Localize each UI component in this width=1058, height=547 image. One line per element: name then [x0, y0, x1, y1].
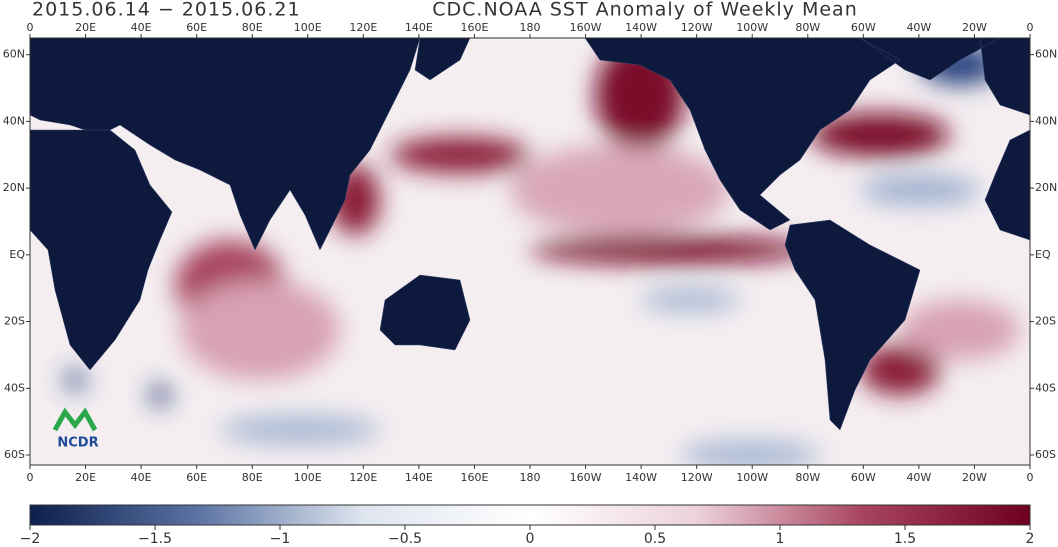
lon-label-bottom: 140W [625, 471, 657, 484]
lat-label-left: 40N [3, 114, 25, 127]
australia [379, 274, 471, 351]
date-range: 2015.06.14 − 2015.06.21 [32, 0, 301, 21]
lon-label-top: 80E [242, 21, 263, 34]
lon-label-top: 60E [186, 21, 207, 34]
lon-label-top: 160W [570, 21, 602, 34]
colorbar-label: −2 [20, 531, 41, 547]
lat-label-right: 60S [1035, 448, 1056, 461]
lat-label-left: EQ [9, 248, 25, 261]
lat-label-right: 40N [1035, 114, 1057, 127]
anomaly-field [65, 40, 1020, 465]
lon-label-bottom: 0 [27, 471, 34, 484]
lat-label-left: 40S [4, 381, 25, 394]
lon-label-top: 100W [736, 21, 768, 34]
lon-label-top: 20W [962, 21, 987, 34]
lon-label-bottom: 20E [75, 471, 96, 484]
lon-label-top: 120W [681, 21, 713, 34]
lon-label-bottom: 20W [962, 471, 987, 484]
map-title: CDC.NOAA SST Anomaly of Weekly Mean [432, 0, 857, 21]
lon-label-top: 0 [27, 21, 34, 34]
africa [30, 129, 1030, 371]
lat-label-left: 20N [3, 181, 25, 194]
lon-label-top: 0 [1027, 21, 1034, 34]
lat-label-right: EQ [1035, 248, 1051, 261]
colorbar-label: −0.5 [388, 531, 422, 547]
logo-mark [52, 407, 98, 432]
lon-label-bottom: 40E [131, 471, 152, 484]
colorbar-label: 0.5 [644, 531, 666, 547]
lon-label-bottom: 80E [242, 471, 263, 484]
colorbar-label: 1 [776, 531, 785, 547]
lon-label-bottom: 180 [520, 471, 541, 484]
lon-label-bottom: 160W [570, 471, 602, 484]
colorbar-label: −1 [270, 531, 291, 547]
lon-label-bottom: 0 [1027, 471, 1034, 484]
lon-label-bottom: 160E [460, 471, 488, 484]
lon-label-bottom: 100E [294, 471, 322, 484]
lat-label-right: 20S [1035, 315, 1056, 328]
lon-label-bottom: 140E [405, 471, 433, 484]
lon-label-top: 80W [795, 21, 820, 34]
lon-label-bottom: 40W [906, 471, 931, 484]
lat-label-right: 40S [1035, 381, 1056, 394]
lat-label-left: 20S [4, 315, 25, 328]
lat-label-right: 60N [1035, 48, 1057, 61]
logo-text: NCDR [57, 436, 98, 451]
colorbar-label: −1.5 [138, 531, 172, 547]
south-america [784, 219, 921, 431]
lon-label-top: 120E [349, 21, 377, 34]
colorbar-label: 0 [526, 531, 535, 547]
colorbar-label: 1.5 [894, 531, 916, 547]
lon-label-top: 100E [294, 21, 322, 34]
colorbar [29, 504, 1031, 526]
lon-label-top: 40W [906, 21, 931, 34]
lon-label-top: 140E [405, 21, 433, 34]
lat-label-right: 20N [1035, 181, 1057, 194]
lat-label-left: 60S [4, 448, 25, 461]
lat-label-left: 60N [3, 48, 25, 61]
lon-label-top: 160E [460, 21, 488, 34]
colorbar-label: 2 [1026, 531, 1035, 547]
lon-label-bottom: 120E [349, 471, 377, 484]
lon-label-top: 40E [131, 21, 152, 34]
lon-label-bottom: 100W [736, 471, 768, 484]
lon-label-bottom: 120W [681, 471, 713, 484]
lon-label-top: 140W [625, 21, 657, 34]
lon-label-top: 180 [520, 21, 541, 34]
map-area [30, 38, 1030, 465]
lon-label-bottom: 60W [851, 471, 876, 484]
north-america [584, 38, 1030, 231]
lon-label-top: 20E [75, 21, 96, 34]
lon-label-bottom: 80W [795, 471, 820, 484]
lon-label-top: 60W [851, 21, 876, 34]
lon-label-bottom: 60E [186, 471, 207, 484]
